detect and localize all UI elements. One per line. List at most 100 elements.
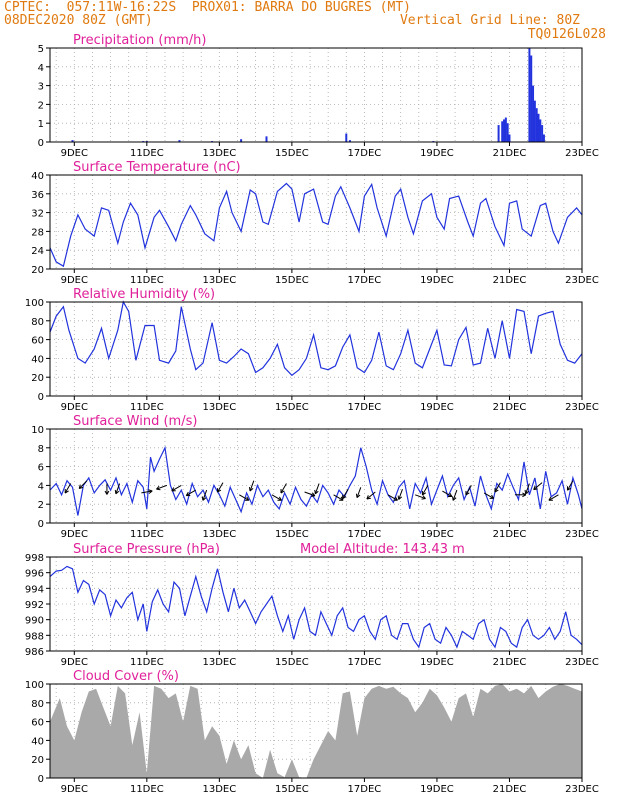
precip-bar xyxy=(265,136,268,142)
panel-wind: 0 2 4 6 8 10 9DEC 11DEC 13DEC 15DEC 17DEC 19DEC 21DE… xyxy=(31,414,599,540)
y-tick-label: 2 xyxy=(38,500,44,511)
wind-arrow xyxy=(64,483,72,494)
wind-arrow-shaft xyxy=(548,494,559,501)
wind-arrow-shaft xyxy=(333,494,344,501)
wind-arrow xyxy=(314,483,320,495)
panel-title: Surface Wind (m/s) xyxy=(73,414,197,429)
wind-arrow xyxy=(387,494,398,501)
precip-bar xyxy=(178,140,181,142)
panel-humidity: 0 20 40 60 80 100 9DEC 11DEC 13DEC 15DEC 17DEC 19DE… xyxy=(25,287,599,413)
wind-arrow-head xyxy=(524,489,527,494)
x-tick-label: 13DEC xyxy=(202,402,236,413)
y-tick-label: 0 xyxy=(38,392,44,403)
precip-bar xyxy=(532,85,535,142)
precip-bar xyxy=(508,134,511,142)
wind-arrow-head xyxy=(465,492,470,496)
y-tick-label: 2 xyxy=(38,100,44,111)
wind-arrow xyxy=(104,483,110,495)
wind-arrow-head xyxy=(422,492,427,496)
wind-arrow-head xyxy=(522,494,527,498)
wind-arrow xyxy=(239,494,250,501)
y-tick-label: 36 xyxy=(31,190,44,201)
panel-frame xyxy=(49,428,583,524)
wind-arrow-shaft xyxy=(494,482,501,493)
x-tick-label: 17DEC xyxy=(348,784,382,795)
x-tick-label: 9DEC xyxy=(61,148,88,159)
wind-arrow-head xyxy=(115,490,120,495)
x-tick-label: 17DEC xyxy=(348,402,382,413)
y-tick-label: 5 xyxy=(38,44,44,55)
wind-arrow-shaft xyxy=(525,483,530,495)
wind-arrow xyxy=(280,483,287,494)
wind-arrow xyxy=(533,482,543,491)
panel-cloud-cover: 0 20 40 60 80 100 9DEC 11DEC 13DEC 15DEC 17DEC 19DE… xyxy=(25,669,599,795)
y-tick-label: 994 xyxy=(25,584,44,595)
wind-arrow xyxy=(141,489,153,494)
x-tick-label: 19DEC xyxy=(420,784,454,795)
wind-arrow-head xyxy=(398,496,403,500)
precip-bar xyxy=(541,125,544,142)
x-tick-label: 11DEC xyxy=(130,784,164,795)
y-tick-label: 80 xyxy=(31,317,44,328)
wind-arrow-shaft xyxy=(78,480,88,489)
wind-arrow-head xyxy=(355,493,358,498)
x-tick-label: 23DEC xyxy=(565,275,599,286)
wind-arrow-head xyxy=(452,497,457,501)
x-tick-label: 19DEC xyxy=(420,148,454,159)
precip-bar xyxy=(535,108,538,142)
wind-arrow xyxy=(171,484,182,492)
x-tick-label: 17DEC xyxy=(348,657,382,668)
wind-arrow-shaft xyxy=(533,482,543,491)
wind-arrow-head xyxy=(314,489,316,494)
y-tick-label: 6 xyxy=(38,463,44,474)
x-tick-label: 13DEC xyxy=(202,657,236,668)
precip-bar xyxy=(537,113,540,142)
wind-arrow-shaft xyxy=(141,490,153,494)
wind-arrow xyxy=(524,483,530,495)
x-tick-label: 15DEC xyxy=(275,529,309,540)
wind-arrow-shaft xyxy=(314,483,320,495)
wind-arrow-head xyxy=(248,487,251,492)
precip-bar xyxy=(497,125,500,142)
temperature-line xyxy=(49,182,583,268)
wind-arrow-head xyxy=(310,495,315,497)
y-tick-label: 988 xyxy=(25,631,44,642)
wind-arrow-shaft xyxy=(366,491,376,500)
wind-arrow-head xyxy=(114,489,117,494)
precip-bar xyxy=(539,119,542,142)
x-tick-label: 11DEC xyxy=(130,402,164,413)
wind-arrow-shaft xyxy=(421,485,429,496)
x-tick-label: 15DEC xyxy=(275,402,309,413)
wind-arrow-shaft xyxy=(483,492,494,499)
x-tick-label: 13DEC xyxy=(202,275,236,286)
wind-arrow-head xyxy=(567,487,572,491)
y-tick-label: 20 xyxy=(31,373,44,384)
panel-pressure: 986 988 990 992 994 996 998 9DEC 11DEC 13DEC 15DEC… xyxy=(25,542,599,668)
x-tick-label: 23DEC xyxy=(565,402,599,413)
wind-arrow xyxy=(216,482,224,493)
wind-arrow-head xyxy=(79,486,84,489)
wind-arrow xyxy=(415,494,426,500)
wind-arrow xyxy=(566,480,574,491)
wind-arrow xyxy=(304,491,316,497)
panel-frame xyxy=(49,174,583,270)
x-tick-label: 9DEC xyxy=(61,784,88,795)
wind-arrow-shaft xyxy=(271,494,282,501)
panel-frame xyxy=(49,301,583,397)
wind-arrow xyxy=(397,488,403,500)
wind-arrow-head xyxy=(395,496,398,501)
wind-arrow-shaft xyxy=(280,483,287,494)
wind-arrow-head xyxy=(494,489,499,493)
wind-arrow-head xyxy=(246,496,250,501)
panel-frame xyxy=(49,556,583,652)
y-tick-label: 996 xyxy=(25,569,44,580)
wind-arrow-head xyxy=(249,488,254,492)
wind-arrow-shaft xyxy=(442,490,453,497)
wind-arrow-head xyxy=(452,496,454,501)
x-tick-label: 21DEC xyxy=(493,657,527,668)
precip-bar xyxy=(503,119,506,142)
x-tick-label: 15DEC xyxy=(275,148,309,159)
wind-arrow-head xyxy=(217,489,222,493)
wind-arrow xyxy=(442,490,453,498)
wind-arrow xyxy=(366,491,376,500)
